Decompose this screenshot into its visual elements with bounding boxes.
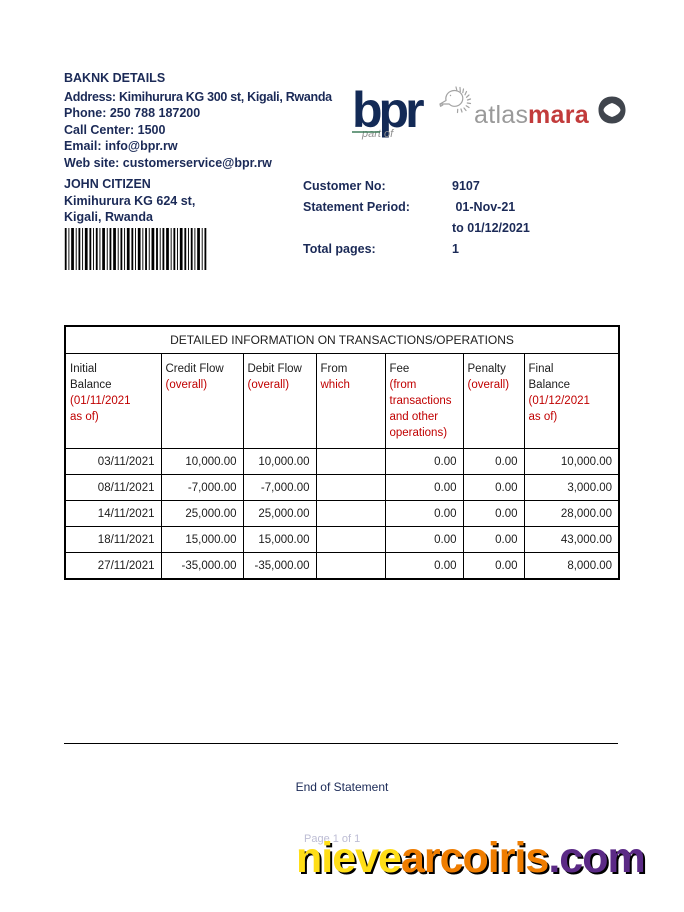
- svg-text:part of: part of: [361, 128, 394, 140]
- svg-text:atlas: atlas: [474, 101, 528, 129]
- svg-text:mara: mara: [528, 101, 590, 129]
